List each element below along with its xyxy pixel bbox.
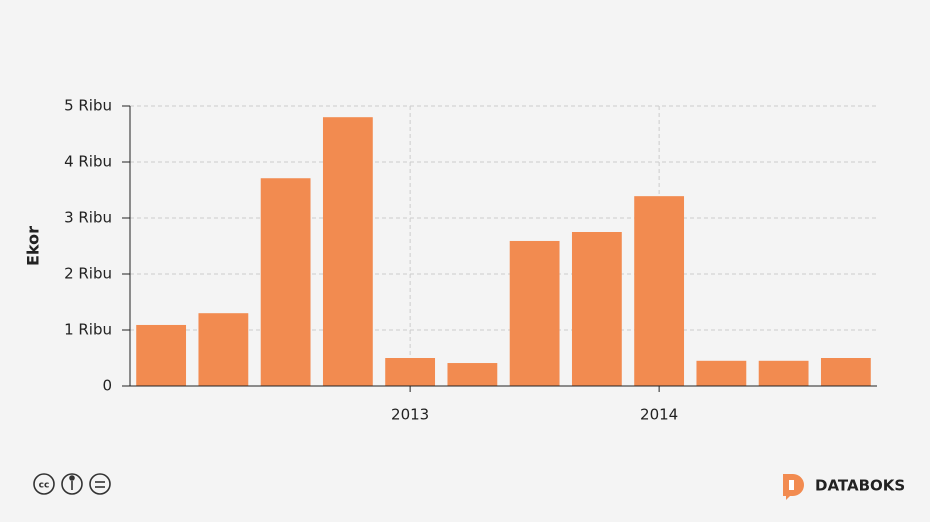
license-icons: cc: [33, 473, 111, 495]
svg-text:cc: cc: [39, 481, 50, 491]
y-tick-label: 5 Ribu: [64, 97, 112, 115]
bar: [198, 313, 249, 386]
bar: [696, 360, 747, 386]
bar: [136, 324, 187, 386]
y-tick-label: 4 Ribu: [64, 153, 112, 171]
y-tick-label: 0: [102, 377, 112, 395]
brand-logo: [783, 474, 804, 500]
bar: [509, 240, 560, 386]
y-tick-label: 3 Ribu: [64, 209, 112, 227]
bar: [758, 360, 809, 386]
x-tick-label: 2014: [640, 406, 678, 424]
y-tick-label: 1 Ribu: [64, 321, 112, 339]
bar: [385, 358, 436, 386]
bar: [571, 232, 622, 386]
brand-name: DATABOKS: [815, 477, 905, 495]
bar: [322, 117, 373, 386]
bar: [634, 196, 685, 386]
y-axis-title: Ekor: [24, 226, 43, 266]
y-tick-label: 2 Ribu: [64, 265, 112, 283]
x-tick-label: 2013: [391, 406, 429, 424]
bar: [260, 178, 311, 386]
bar: [820, 358, 871, 386]
bar: [447, 363, 498, 386]
